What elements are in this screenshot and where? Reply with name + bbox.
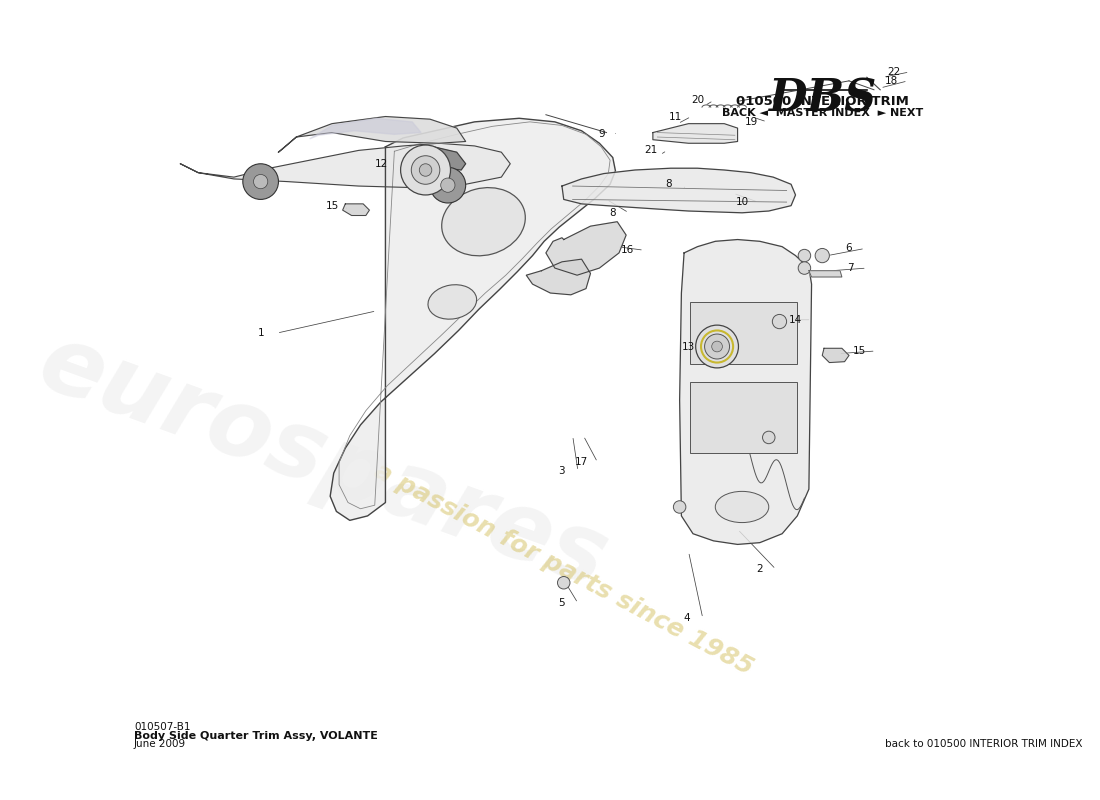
Text: BACK ◄  MASTER INDEX  ► NEXT: BACK ◄ MASTER INDEX ► NEXT: [722, 108, 923, 118]
Text: 9: 9: [598, 130, 605, 139]
Polygon shape: [343, 204, 370, 215]
Text: 21: 21: [645, 146, 658, 155]
Text: 010507-B1: 010507-B1: [134, 722, 190, 732]
Polygon shape: [330, 118, 615, 520]
Circle shape: [815, 249, 829, 262]
Text: June 2009: June 2009: [134, 739, 186, 750]
Text: DBS: DBS: [768, 78, 877, 120]
Polygon shape: [808, 270, 842, 277]
Polygon shape: [823, 348, 849, 362]
Text: 19: 19: [745, 117, 758, 127]
Text: eurospares: eurospares: [26, 317, 619, 608]
Text: back to 010500 INTERIOR TRIM INDEX: back to 010500 INTERIOR TRIM INDEX: [886, 739, 1082, 750]
Bar: [691, 382, 797, 454]
Text: 4: 4: [683, 614, 690, 623]
Ellipse shape: [715, 491, 769, 522]
Text: 10: 10: [736, 197, 749, 207]
Circle shape: [243, 164, 278, 199]
Text: 010500 INTERIOR TRIM: 010500 INTERIOR TRIM: [736, 95, 909, 108]
Circle shape: [799, 250, 811, 262]
Circle shape: [673, 501, 686, 514]
Text: a passion for parts since 1985: a passion for parts since 1985: [371, 459, 757, 680]
Text: 16: 16: [621, 246, 635, 255]
Polygon shape: [310, 118, 421, 139]
Circle shape: [799, 262, 811, 274]
Polygon shape: [278, 117, 465, 152]
Polygon shape: [653, 124, 738, 143]
Circle shape: [411, 156, 440, 184]
Text: 18: 18: [886, 76, 899, 86]
Ellipse shape: [442, 188, 526, 256]
Circle shape: [419, 164, 432, 176]
Text: 15: 15: [854, 346, 867, 356]
Text: 8: 8: [666, 179, 672, 190]
Text: 12: 12: [374, 158, 387, 169]
Text: 15: 15: [326, 201, 339, 210]
Polygon shape: [562, 168, 795, 213]
Text: 7: 7: [847, 263, 854, 273]
Text: 5: 5: [559, 598, 565, 608]
Text: 8: 8: [609, 208, 616, 218]
Polygon shape: [526, 259, 591, 295]
Circle shape: [400, 145, 451, 195]
Text: 1: 1: [257, 328, 264, 338]
Text: 2: 2: [757, 564, 763, 574]
Circle shape: [762, 431, 776, 444]
Polygon shape: [180, 143, 510, 188]
Text: 6: 6: [846, 243, 852, 254]
Text: 14: 14: [789, 314, 802, 325]
Circle shape: [772, 314, 786, 329]
Ellipse shape: [428, 285, 476, 319]
Circle shape: [558, 577, 570, 589]
Circle shape: [695, 325, 738, 368]
Text: 22: 22: [887, 67, 900, 77]
Polygon shape: [430, 146, 465, 170]
Circle shape: [253, 174, 267, 189]
Polygon shape: [546, 222, 626, 275]
Text: 17: 17: [575, 458, 589, 467]
Bar: [691, 302, 797, 364]
Text: 3: 3: [559, 466, 565, 476]
Text: 13: 13: [682, 342, 695, 351]
Text: 20: 20: [691, 95, 704, 106]
Circle shape: [441, 178, 455, 192]
Circle shape: [712, 341, 723, 352]
Circle shape: [430, 167, 465, 203]
Text: 11: 11: [669, 111, 682, 122]
Circle shape: [705, 334, 729, 359]
Text: Body Side Quarter Trim Assy, VOLANTE: Body Side Quarter Trim Assy, VOLANTE: [134, 730, 378, 741]
Polygon shape: [680, 239, 812, 545]
